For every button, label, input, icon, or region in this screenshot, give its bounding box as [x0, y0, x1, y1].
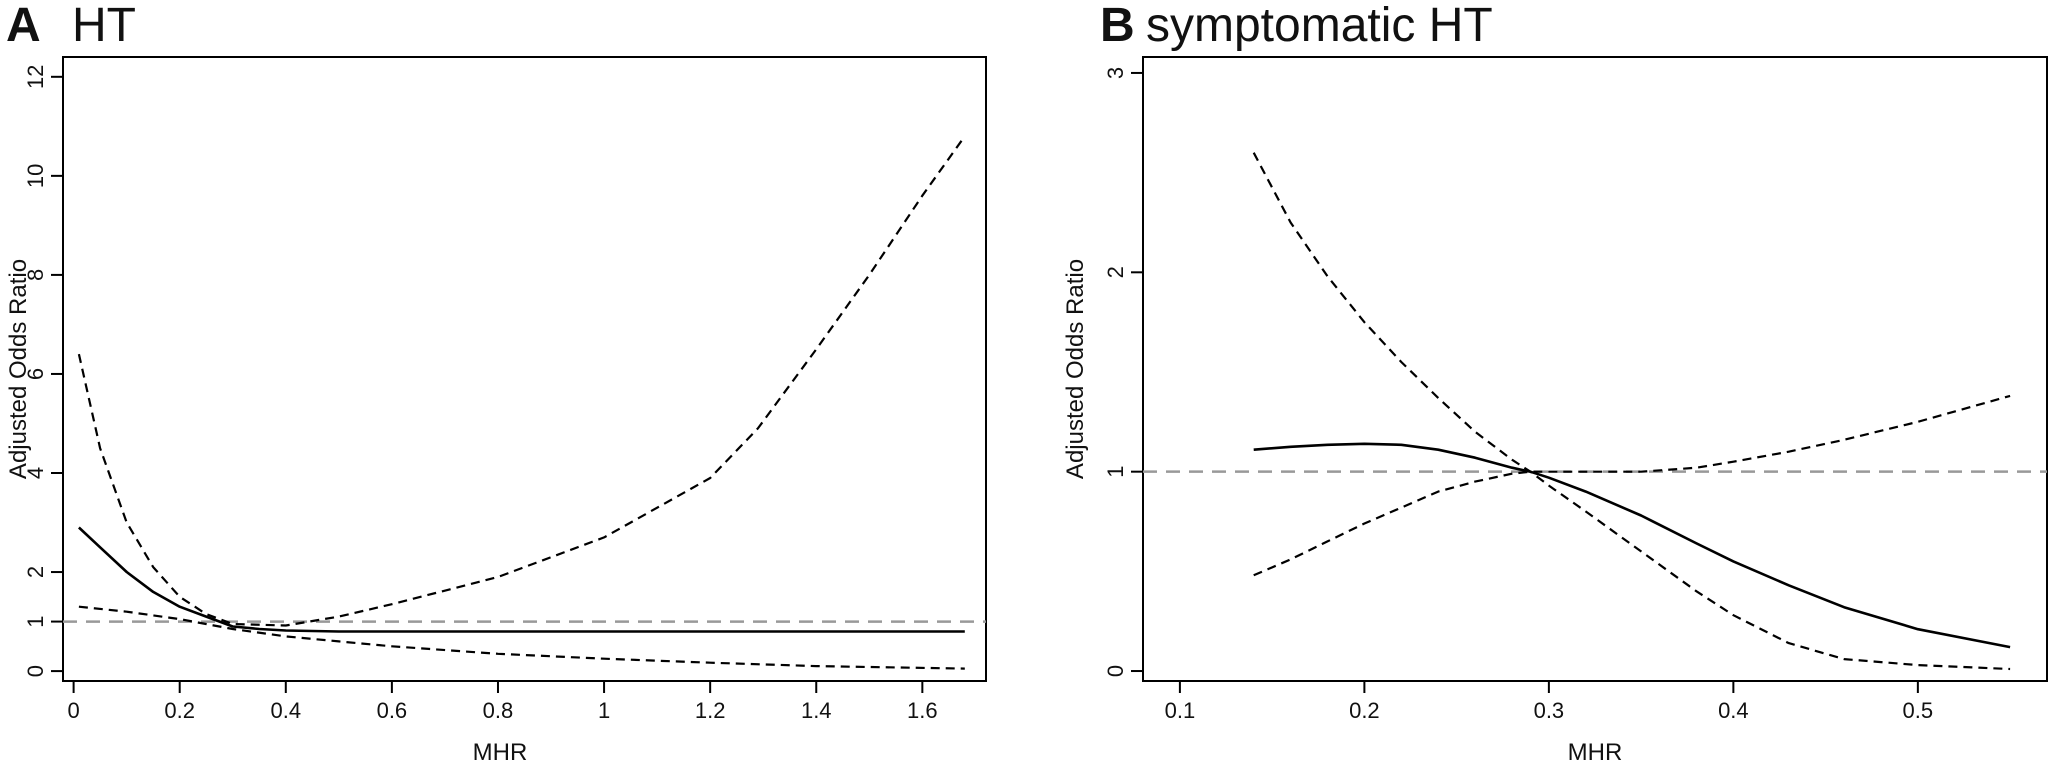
- estimate-line-0: [78, 526, 965, 633]
- x-tick-label: 0.2: [1349, 698, 1380, 723]
- y-tick-label: 8: [23, 269, 48, 281]
- x-tick-label: 1.6: [907, 698, 938, 723]
- x-tick-label: 0.6: [377, 698, 408, 723]
- x-tick-label: 0.4: [270, 698, 301, 723]
- y-tick-label: 2: [1103, 266, 1128, 278]
- plot-frame: [62, 56, 987, 682]
- confidence-bound-line-1: [1252, 152, 2011, 671]
- x-tick-label: 0: [67, 698, 79, 723]
- y-tick-label: 12: [23, 65, 48, 89]
- x-tick-label: 0.8: [483, 698, 514, 723]
- series-group: [77, 135, 966, 670]
- x-tick-label: 0.5: [1903, 698, 1934, 723]
- y-axis-label: Adjusted Odds Ratio: [5, 259, 32, 479]
- y-tick-label: 2: [23, 566, 48, 578]
- y-tick-label: 10: [23, 164, 48, 188]
- y-tick-label: 0: [1103, 665, 1128, 677]
- y-tick-label: 0: [23, 665, 48, 677]
- y-axis-label: Adjusted Odds Ratio: [1062, 259, 1089, 479]
- panel-title: HT: [72, 0, 136, 52]
- y-axis: 0 1 2 3: [1103, 67, 1143, 677]
- panel-letter: B: [1100, 0, 1135, 52]
- x-tick-label: 0.4: [1718, 698, 1749, 723]
- confidence-bound-line-2: [78, 605, 965, 670]
- estimate-line-0: [1253, 442, 2011, 649]
- x-tick-label: 0.1: [1165, 698, 1196, 723]
- y-tick-label: 3: [1103, 67, 1128, 79]
- x-tick-label: 1: [598, 698, 610, 723]
- plot-frame: [1142, 56, 2048, 682]
- panel-b: 0.1 0.2 0.3 0.4 0.5 0 1 2 3 B symptomatic HT MH…: [1062, 0, 2048, 766]
- y-tick-label: 1: [23, 615, 48, 627]
- x-tick-label: 0.2: [164, 698, 195, 723]
- panel-letter: A: [6, 0, 41, 52]
- y-tick-label: 1: [1103, 466, 1128, 478]
- series-group: [1252, 152, 2011, 671]
- x-tick-label: 0.3: [1534, 698, 1565, 723]
- y-tick-label: 6: [23, 368, 48, 380]
- x-axis-label: MHR: [1568, 739, 1623, 766]
- y-tick-label: 4: [23, 467, 48, 479]
- panel-title: symptomatic HT: [1146, 0, 1493, 52]
- x-tick-label: 1.4: [801, 698, 832, 723]
- confidence-bound-line-1: [77, 135, 966, 627]
- confidence-bound-line-2: [1253, 394, 2011, 577]
- x-tick-label: 1.2: [695, 698, 726, 723]
- x-axis: 0.1 0.2 0.3 0.4 0.5: [1165, 681, 1934, 723]
- x-axis-label: MHR: [473, 739, 528, 766]
- x-axis: 0 0.2 0.4 0.6 0.8 1 1.2 1.4 1.6: [67, 681, 938, 723]
